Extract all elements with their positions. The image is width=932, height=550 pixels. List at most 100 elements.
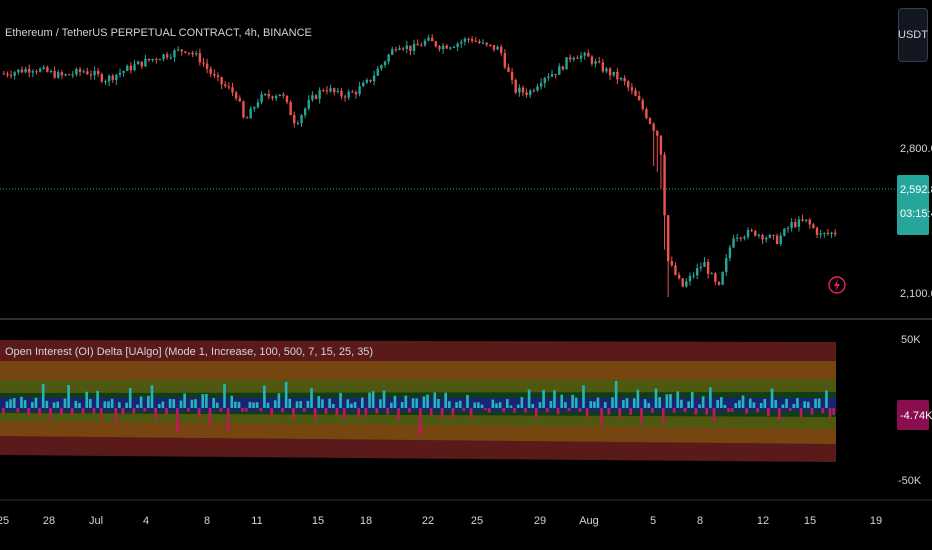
time-axis-label: 12	[757, 515, 769, 527]
price-tick-2800: 2,800.00	[900, 143, 932, 155]
candle-body	[735, 237, 739, 239]
oi-bar	[360, 397, 364, 408]
oi-bar	[603, 402, 607, 408]
oi-bar	[357, 408, 360, 418]
candle-body	[572, 57, 575, 60]
oi-bar	[186, 408, 190, 412]
oi-bar	[712, 408, 716, 422]
oi-bar	[284, 381, 288, 408]
currency-button[interactable]: USDT	[898, 8, 928, 62]
symbol-title[interactable]: Ethereum / TetherUS PERPETUAL CONTRACT, …	[5, 27, 312, 39]
oi-bar	[647, 403, 651, 408]
oi-bar	[128, 388, 132, 408]
oi-bar	[821, 408, 825, 414]
bar-countdown: 03:15:42	[900, 208, 932, 220]
candle-body	[126, 65, 129, 72]
oi-bar	[70, 408, 74, 416]
oi-bar	[110, 398, 114, 408]
price-pane[interactable]	[0, 34, 895, 298]
candle-body	[303, 108, 307, 116]
oi-bar	[197, 408, 201, 418]
time-axis-label: 18	[360, 515, 372, 527]
candle-body	[478, 41, 481, 44]
oi-bar	[524, 408, 527, 413]
candle-body	[60, 72, 64, 76]
time-axis[interactable]: 25 28 Jul 4 8 11 15 18 22 25 29 Aug 5 8 12 15 19	[0, 515, 882, 527]
indicator-pane[interactable]	[0, 340, 836, 462]
oi-bar	[560, 394, 564, 408]
oi-bar	[520, 397, 524, 408]
candle-body	[449, 47, 452, 49]
oi-bar	[571, 394, 574, 408]
candle-body	[732, 238, 735, 248]
lightning-alert-icon[interactable]	[828, 276, 846, 294]
oi-bar	[545, 408, 549, 413]
candle-body	[82, 71, 85, 73]
oi-bar	[350, 403, 353, 408]
oi-bar	[2, 408, 5, 414]
candle-body	[598, 61, 601, 63]
oi-bar	[219, 408, 223, 412]
time-axis-label: 25	[0, 515, 9, 527]
time-axis-label: 11	[251, 515, 262, 527]
candle-body	[107, 75, 111, 82]
oi-bar	[371, 391, 375, 408]
oi-last-value: -4.74K	[900, 410, 932, 422]
candle-body	[165, 54, 169, 58]
oi-bar	[397, 408, 400, 421]
oi-bar	[313, 408, 317, 420]
oi-bar	[444, 392, 448, 408]
candle-body	[431, 37, 434, 42]
oi-tick-neg-50k: -50K	[898, 475, 922, 487]
oi-bar	[477, 402, 480, 408]
candle-body	[510, 71, 514, 80]
candle-body	[57, 72, 60, 78]
candle-body	[746, 230, 750, 237]
last-price-value: 2,592.89	[900, 184, 932, 196]
oi-bar	[60, 408, 63, 416]
candle-body	[86, 71, 89, 75]
candle-body	[176, 49, 180, 51]
oi-bar	[422, 396, 426, 408]
candle-body	[318, 90, 321, 99]
oi-bar	[643, 399, 647, 408]
oi-bar	[451, 408, 455, 419]
candle-body	[53, 70, 56, 78]
candle-body	[550, 73, 554, 77]
candle-body	[823, 232, 826, 234]
oi-bar	[738, 400, 741, 408]
candle-body	[547, 76, 550, 78]
oi-bar	[150, 385, 154, 408]
oi-bar	[411, 398, 415, 408]
oi-bar	[244, 408, 248, 412]
candles-group	[2, 34, 837, 298]
candle-body	[78, 69, 82, 72]
oi-bar	[495, 403, 498, 408]
candle-body	[714, 273, 717, 282]
candle-body	[300, 115, 303, 124]
candle-body	[612, 71, 615, 76]
oi-bar	[574, 397, 578, 408]
oi-bar	[317, 396, 321, 408]
oi-bar	[331, 403, 335, 408]
candle-body	[358, 86, 361, 95]
candle-body	[245, 117, 249, 119]
price-axis[interactable]: 2,800.00 2,100.00 2,592.89 03:15:42	[828, 143, 932, 300]
indicator-title[interactable]: Open Interest (OI) Delta [UAlgo] (Mode 1…	[5, 346, 374, 358]
oi-bar	[448, 401, 451, 408]
candle-body	[645, 109, 648, 119]
candle-body	[779, 235, 782, 244]
candle-body	[383, 61, 387, 66]
oi-bar	[107, 401, 110, 408]
candle-body	[670, 261, 674, 266]
oi-bar	[194, 399, 197, 408]
oi-bar	[589, 401, 593, 408]
oi-bar	[259, 408, 263, 412]
candle-body	[529, 90, 532, 96]
candle-body	[162, 54, 165, 60]
oi-bar	[306, 400, 310, 408]
candle-body	[111, 75, 114, 80]
oi-bar	[690, 392, 694, 408]
indicator-axis[interactable]: 50K -50K -4.74K	[897, 334, 932, 487]
